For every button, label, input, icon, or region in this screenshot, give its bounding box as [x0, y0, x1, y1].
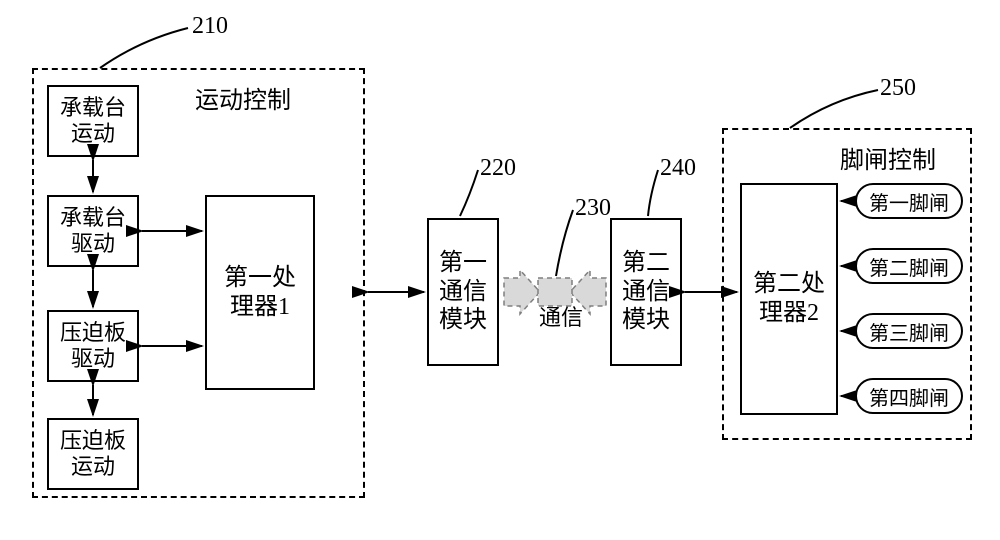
pill-foot-4: 第四脚闸: [855, 378, 963, 414]
box-processor-1: 第一处 理器1: [205, 195, 315, 390]
box-press-drive: 压迫板 驱动: [47, 310, 139, 382]
box-processor-2: 第二处 理器2: [740, 183, 838, 415]
text-press-drive: 压迫板 驱动: [60, 320, 126, 373]
pill-foot-2: 第二脚闸: [855, 248, 963, 284]
text-comm-1: 第一 通信 模块: [439, 249, 487, 335]
text-processor-2: 第二处 理器2: [753, 270, 825, 328]
ref-250: 250: [880, 75, 916, 102]
label-foot-control: 脚闸控制: [840, 140, 936, 175]
box-carrier-drive: 承载台 驱动: [47, 195, 139, 267]
label-motion-control: 运动控制: [195, 80, 291, 115]
box-comm-2: 第二 通信 模块: [610, 218, 682, 366]
box-carrier-motion: 承载台 运动: [47, 85, 139, 157]
text-foot-1: 第一脚闸: [869, 187, 949, 216]
label-comm: 通信: [539, 300, 583, 332]
ref-210: 210: [192, 13, 228, 40]
text-press-motion: 压迫板 运动: [60, 428, 126, 481]
diagram-canvas: 运动控制 脚闸控制 承载台 运动 承载台 驱动 压迫板 驱动 压迫板 运动 第一…: [0, 0, 1000, 540]
text-foot-4: 第四脚闸: [869, 382, 949, 411]
pill-foot-3: 第三脚闸: [855, 313, 963, 349]
box-comm-1: 第一 通信 模块: [427, 218, 499, 366]
text-carrier-motion: 承载台 运动: [60, 95, 126, 148]
text-processor-1: 第一处 理器1: [224, 264, 296, 322]
text-foot-2: 第二脚闸: [869, 252, 949, 281]
ref-240: 240: [660, 155, 696, 182]
ref-220: 220: [480, 155, 516, 182]
box-press-motion: 压迫板 运动: [47, 418, 139, 490]
pill-foot-1: 第一脚闸: [855, 183, 963, 219]
text-foot-3: 第三脚闸: [869, 317, 949, 346]
text-comm-2: 第二 通信 模块: [622, 249, 670, 335]
ref-230: 230: [575, 195, 611, 222]
text-carrier-drive: 承载台 驱动: [60, 205, 126, 258]
